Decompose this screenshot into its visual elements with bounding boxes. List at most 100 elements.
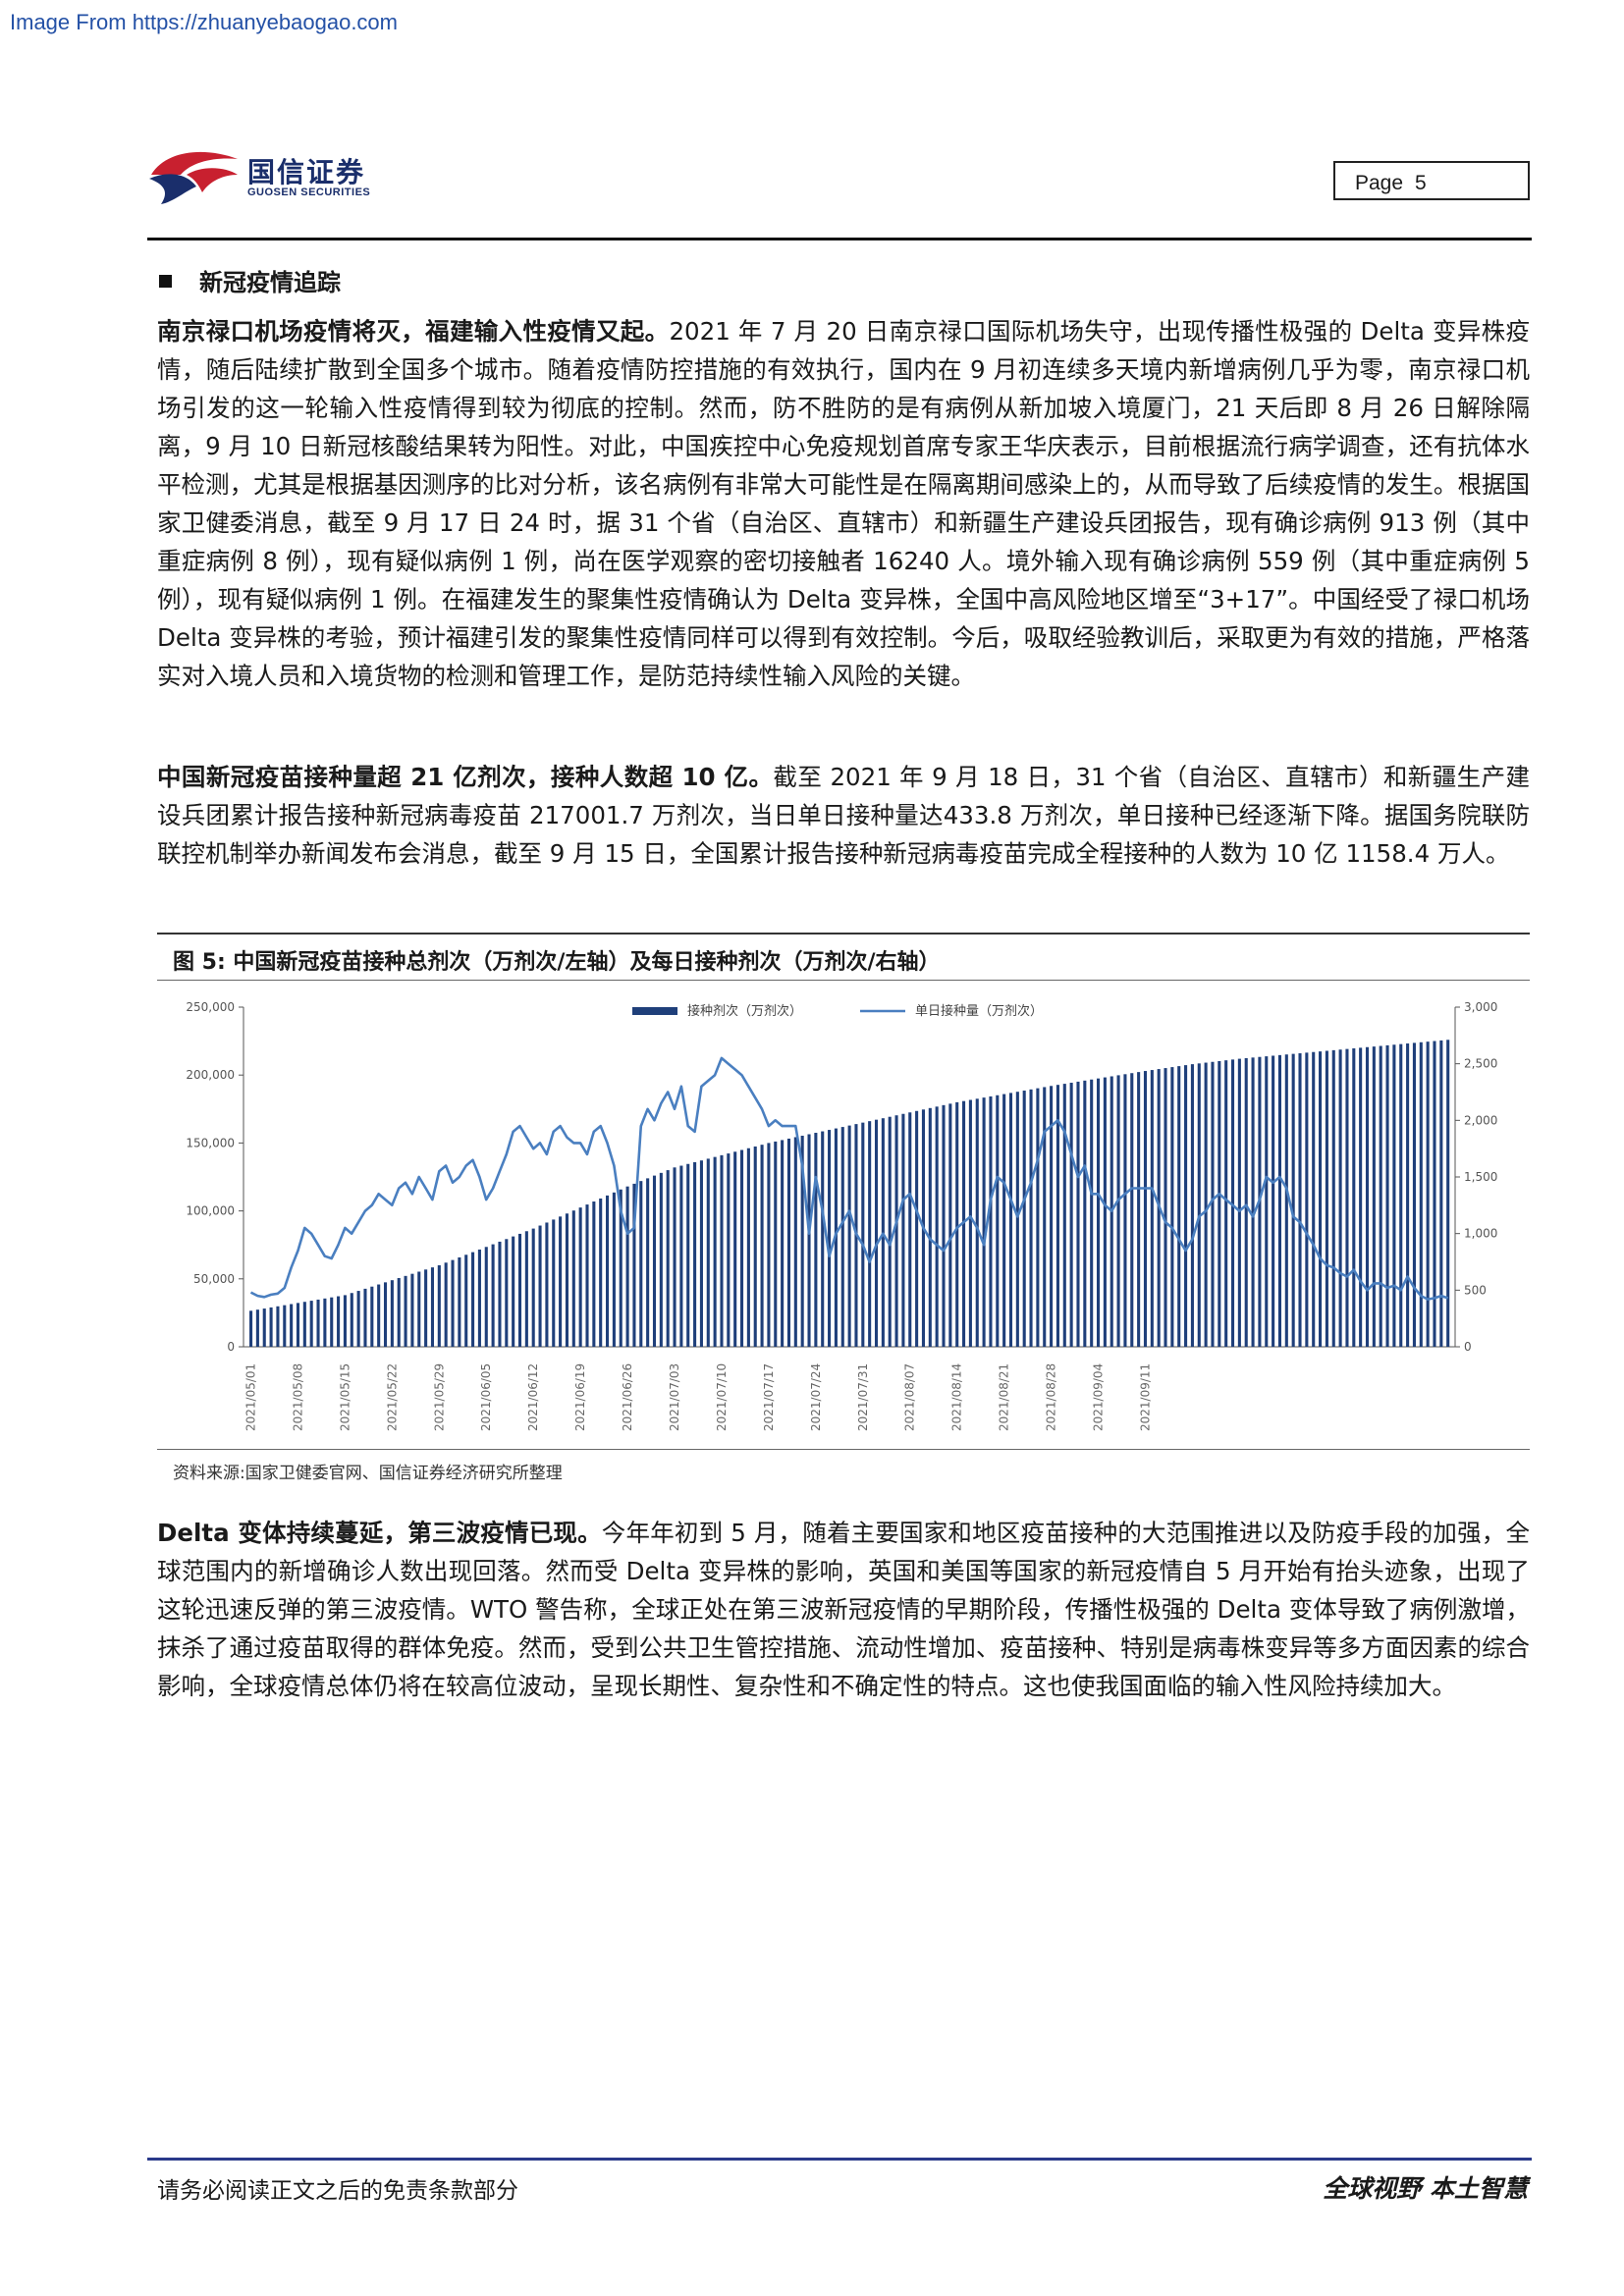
cumulative-bar [1244, 1057, 1248, 1347]
cumulative-bar [1319, 1051, 1323, 1347]
cumulative-bar [1392, 1044, 1396, 1347]
cumulative-bar [1211, 1061, 1215, 1347]
cumulative-bar [1419, 1041, 1423, 1347]
cumulative-bar [989, 1095, 993, 1347]
x-tick-label: 2021/05/01 [244, 1363, 258, 1431]
cumulative-bar [786, 1138, 791, 1347]
cumulative-bar [1446, 1040, 1450, 1347]
cumulative-bar [962, 1100, 966, 1347]
cumulative-bar [673, 1167, 677, 1347]
x-tick-label: 2021/09/11 [1138, 1363, 1152, 1431]
cumulative-bar [847, 1125, 851, 1347]
figure-bottom-rule [157, 1449, 1530, 1450]
cumulative-bar [1029, 1089, 1033, 1347]
cumulative-bar [498, 1241, 502, 1347]
cumulative-bar [606, 1195, 610, 1347]
cumulative-bar [1197, 1063, 1201, 1347]
cumulative-bar [746, 1148, 750, 1347]
cumulative-bar [975, 1098, 979, 1347]
cumulative-bar [377, 1284, 381, 1347]
left-tick-label: 50,000 [193, 1272, 235, 1286]
cumulative-bar [908, 1112, 912, 1347]
cumulative-bar [1008, 1093, 1013, 1347]
figure-source: 资料来源:国家卫健委官网、国信证券经济研究所整理 [173, 1464, 563, 1483]
cumulative-bar [727, 1153, 731, 1347]
cumulative-bar [861, 1122, 865, 1347]
right-tick-label: 2,000 [1464, 1113, 1497, 1127]
cumulative-bar [249, 1310, 253, 1347]
cumulative-bar [659, 1172, 663, 1347]
cumulative-bar [1345, 1048, 1349, 1347]
cumulative-bar [874, 1119, 879, 1347]
cumulative-bar [350, 1293, 353, 1347]
source-watermark[interactable]: Image From https://zhuanyebaogao.com [10, 10, 398, 34]
cumulative-bar [800, 1135, 804, 1347]
cumulative-bar [1090, 1079, 1094, 1347]
cumulative-bar [283, 1305, 287, 1347]
cumulative-bar [828, 1130, 832, 1347]
cumulative-bar [1096, 1078, 1101, 1347]
cumulative-bars [249, 1040, 1450, 1347]
cumulative-bar [430, 1267, 435, 1347]
cumulative-bar [1372, 1046, 1376, 1347]
paragraph-3-body: 今年年初到 5 月，随着主要国家和地区疫苗接种的大范围推进以及防疫手段的加强，全… [157, 1519, 1530, 1700]
cumulative-bar [302, 1302, 306, 1347]
right-tick-label: 3,000 [1464, 1000, 1497, 1014]
vaccination-chart: 接种剂次（万剂次） 单日接种量（万剂次） 250,000 200,000 150,0… [186, 1000, 1497, 1431]
cumulative-bar [565, 1213, 568, 1347]
page-indicator: Page 5 [1333, 161, 1530, 200]
paragraph-3: Delta 变体持续蔓延，第三波疫情已现。今年年初到 5 月，随着主要国家和地区… [157, 1514, 1530, 1705]
cumulative-bar [1170, 1067, 1174, 1347]
cumulative-bar [632, 1183, 636, 1347]
section-title: 新冠疫情追踪 [199, 269, 341, 296]
cumulative-bar [652, 1175, 657, 1347]
cumulative-bar [417, 1271, 421, 1347]
cumulative-bar [1325, 1050, 1328, 1347]
figure-title-underline [157, 980, 1530, 981]
footer-slogan: 全球视野 本土智慧 [1323, 2174, 1528, 2203]
cumulative-bar [397, 1278, 401, 1347]
square-bullet-icon [159, 275, 172, 288]
right-tick-label: 0 [1464, 1340, 1472, 1354]
left-tick-label: 200,000 [186, 1068, 235, 1082]
cumulative-bar [444, 1262, 448, 1347]
cumulative-bar [1204, 1062, 1208, 1347]
cumulative-bar [1439, 1040, 1443, 1347]
x-tick-label: 2021/06/19 [573, 1363, 587, 1431]
legend-line-label: 单日接种量（万剂次） [915, 1003, 1043, 1019]
cumulative-bar [612, 1192, 616, 1347]
cumulative-bar [1062, 1084, 1066, 1347]
cumulative-bar [686, 1163, 690, 1347]
paragraph-1-lead: 南京禄口机场疫情将灭，福建输入性疫情又起。 [157, 317, 670, 346]
cumulative-bar [343, 1295, 347, 1347]
cumulative-bar [619, 1189, 623, 1347]
cumulative-bar [1291, 1053, 1295, 1347]
cumulative-bar [753, 1146, 757, 1347]
cumulative-bar [451, 1259, 455, 1347]
cumulative-bar [901, 1113, 905, 1347]
cumulative-bar [323, 1298, 327, 1347]
x-tick-label: 2021/06/26 [621, 1363, 634, 1431]
paragraph-2-lead: 中国新冠疫苗接种量超 21 亿剂次，接种人数超 10 亿。 [157, 763, 774, 791]
cumulative-bar [639, 1181, 643, 1347]
cumulative-bar [1002, 1094, 1006, 1347]
cumulative-bar [821, 1131, 825, 1347]
left-tick-label: 0 [227, 1340, 235, 1354]
cumulative-bar [1331, 1049, 1335, 1347]
cumulative-bar [793, 1137, 797, 1347]
cumulative-bar [1190, 1064, 1194, 1347]
cumulative-bar [948, 1103, 952, 1347]
x-tick-label: 2021/06/12 [526, 1363, 540, 1431]
cumulative-bar [814, 1133, 818, 1347]
cumulative-bar [363, 1288, 367, 1347]
cumulative-bar [458, 1256, 461, 1347]
cumulative-bar [559, 1216, 563, 1347]
cumulative-bar [693, 1161, 697, 1347]
cumulative-bar [942, 1104, 946, 1347]
cumulative-bar [404, 1275, 407, 1347]
cumulative-bar [571, 1210, 575, 1347]
cumulative-bar [1298, 1052, 1302, 1347]
figure-top-rule [157, 933, 1530, 934]
cumulative-bar [531, 1228, 535, 1347]
cumulative-bar [1379, 1045, 1382, 1347]
